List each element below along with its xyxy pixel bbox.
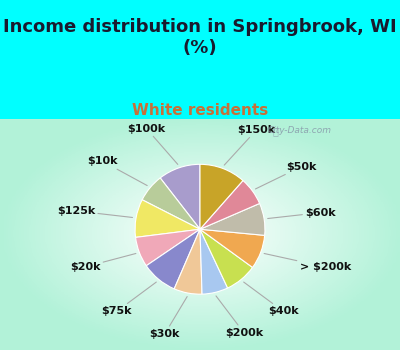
Wedge shape <box>200 181 260 229</box>
Wedge shape <box>136 229 200 266</box>
Wedge shape <box>142 178 200 229</box>
Wedge shape <box>135 200 200 237</box>
Text: $60k: $60k <box>268 208 336 218</box>
Text: $40k: $40k <box>244 282 298 316</box>
Wedge shape <box>200 229 228 294</box>
Wedge shape <box>174 229 202 294</box>
Text: $30k: $30k <box>150 296 187 339</box>
Wedge shape <box>200 203 265 235</box>
Text: $10k: $10k <box>88 156 147 186</box>
Text: ⓘ: ⓘ <box>273 126 278 136</box>
Wedge shape <box>146 229 200 289</box>
Wedge shape <box>200 229 252 288</box>
Text: > $200k: > $200k <box>264 253 351 272</box>
Text: City-Data.com: City-Data.com <box>268 126 332 135</box>
Wedge shape <box>200 229 265 267</box>
Text: $75k: $75k <box>102 282 156 316</box>
Text: $20k: $20k <box>70 253 136 272</box>
Wedge shape <box>200 164 243 229</box>
Text: $50k: $50k <box>256 162 316 189</box>
Text: Income distribution in Springbrook, WI
(%): Income distribution in Springbrook, WI (… <box>3 19 397 57</box>
Text: $100k: $100k <box>128 124 178 164</box>
Text: $150k: $150k <box>224 125 276 165</box>
Text: $200k: $200k <box>216 296 263 338</box>
Wedge shape <box>160 164 200 229</box>
Text: White residents: White residents <box>132 103 268 118</box>
Text: $125k: $125k <box>57 206 132 217</box>
